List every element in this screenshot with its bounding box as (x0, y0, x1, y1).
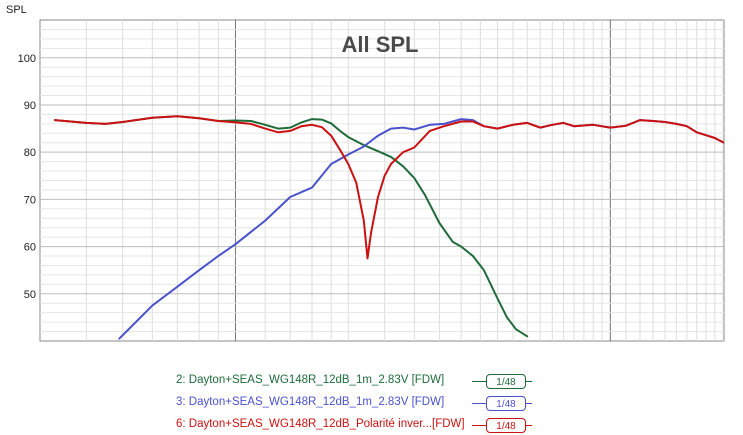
y-tick-label: 80 (24, 147, 36, 159)
smoothing-button-3[interactable]: 1/48 (486, 396, 526, 411)
y-tick-labels: 50 60 70 80 90 100 (18, 53, 36, 301)
series-group (54, 115, 724, 340)
y-tick-label: 100 (18, 53, 36, 65)
legend-label: 2: Dayton+SEAS_WG148R_12dB_1m_2.83V [FDW… (176, 374, 445, 386)
y-tick-label: 50 (24, 289, 36, 301)
y-tick-label: 90 (24, 100, 36, 112)
legend-item-6[interactable]: 6: Dayton+SEAS_WG148R_12dB_Polarité inve… (176, 418, 465, 430)
legend-label: 6: Dayton+SEAS_WG148R_12dB_Polarité inve… (176, 418, 465, 430)
grid (40, 20, 724, 341)
chart-title: All SPL (341, 32, 418, 57)
series-line-3 (54, 115, 724, 260)
y-tick-label: 70 (24, 194, 36, 206)
legend-item-3[interactable]: 3: Dayton+SEAS_WG148R_12dB_1m_2.83V [FDW… (176, 396, 444, 408)
legend-item-2[interactable]: 2: Dayton+SEAS_WG148R_12dB_1m_2.83V [FDW… (176, 374, 444, 386)
smoothing-button-6[interactable]: 1/48 (486, 418, 526, 433)
legend-label: 3: Dayton+SEAS_WG148R_12dB_1m_2.83V [FDW… (176, 396, 445, 408)
y-tick-label: 60 (24, 242, 36, 254)
smoothing-button-2[interactable]: 1/48 (486, 374, 526, 389)
y-axis-label: SPL (6, 4, 27, 16)
